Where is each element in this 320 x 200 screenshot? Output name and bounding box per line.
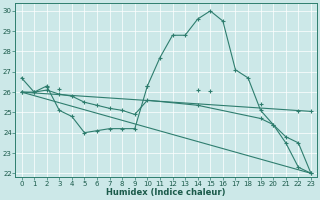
X-axis label: Humidex (Indice chaleur): Humidex (Indice chaleur) [107,188,226,197]
